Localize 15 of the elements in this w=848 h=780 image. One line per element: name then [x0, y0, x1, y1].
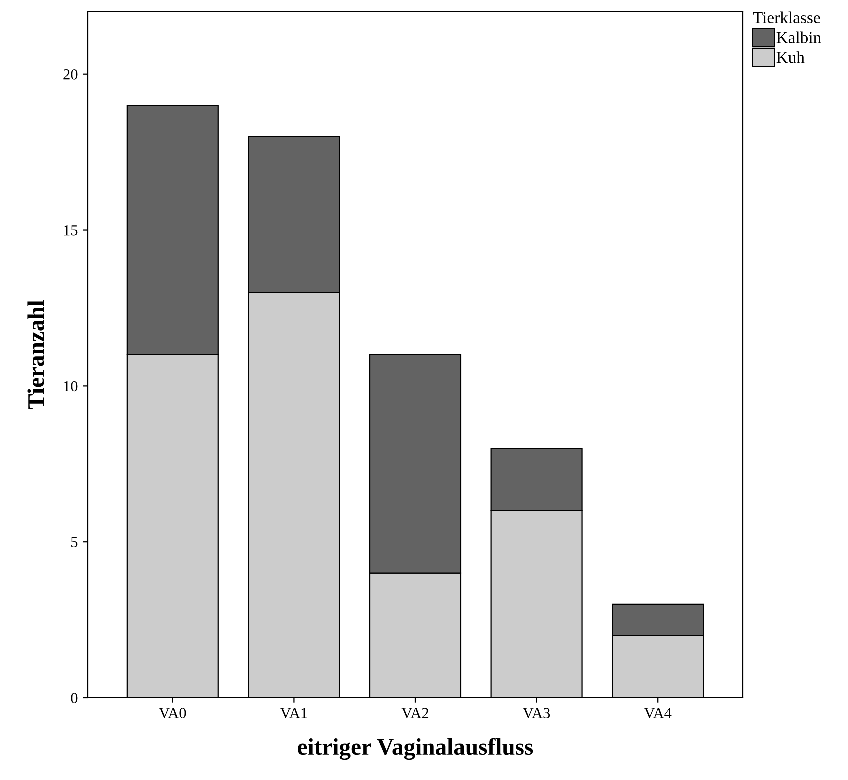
x-tick-label: VA1 [280, 708, 308, 719]
y-tick-label: 0 [71, 693, 78, 704]
y-tick-label: 15 [64, 225, 78, 236]
y-tick-label: 10 [64, 381, 78, 392]
y-tick-label: 5 [72, 537, 78, 548]
x-tick-label: VA2 [402, 708, 429, 719]
legend-label: Kuh [776, 52, 805, 64]
x-axis-title: eitriger Vaginalausfluss [298, 738, 534, 760]
legend-label: Kalbin [776, 32, 822, 44]
y-tick-label: 20 [64, 70, 78, 80]
x-tick-label: VA4 [644, 708, 672, 719]
legend-title: Tierklasse [753, 12, 820, 24]
x-tick-label: VA3 [523, 708, 550, 719]
x-tick-label: VA0 [159, 708, 186, 719]
y-axis-title: Tieranzahl [28, 300, 44, 410]
